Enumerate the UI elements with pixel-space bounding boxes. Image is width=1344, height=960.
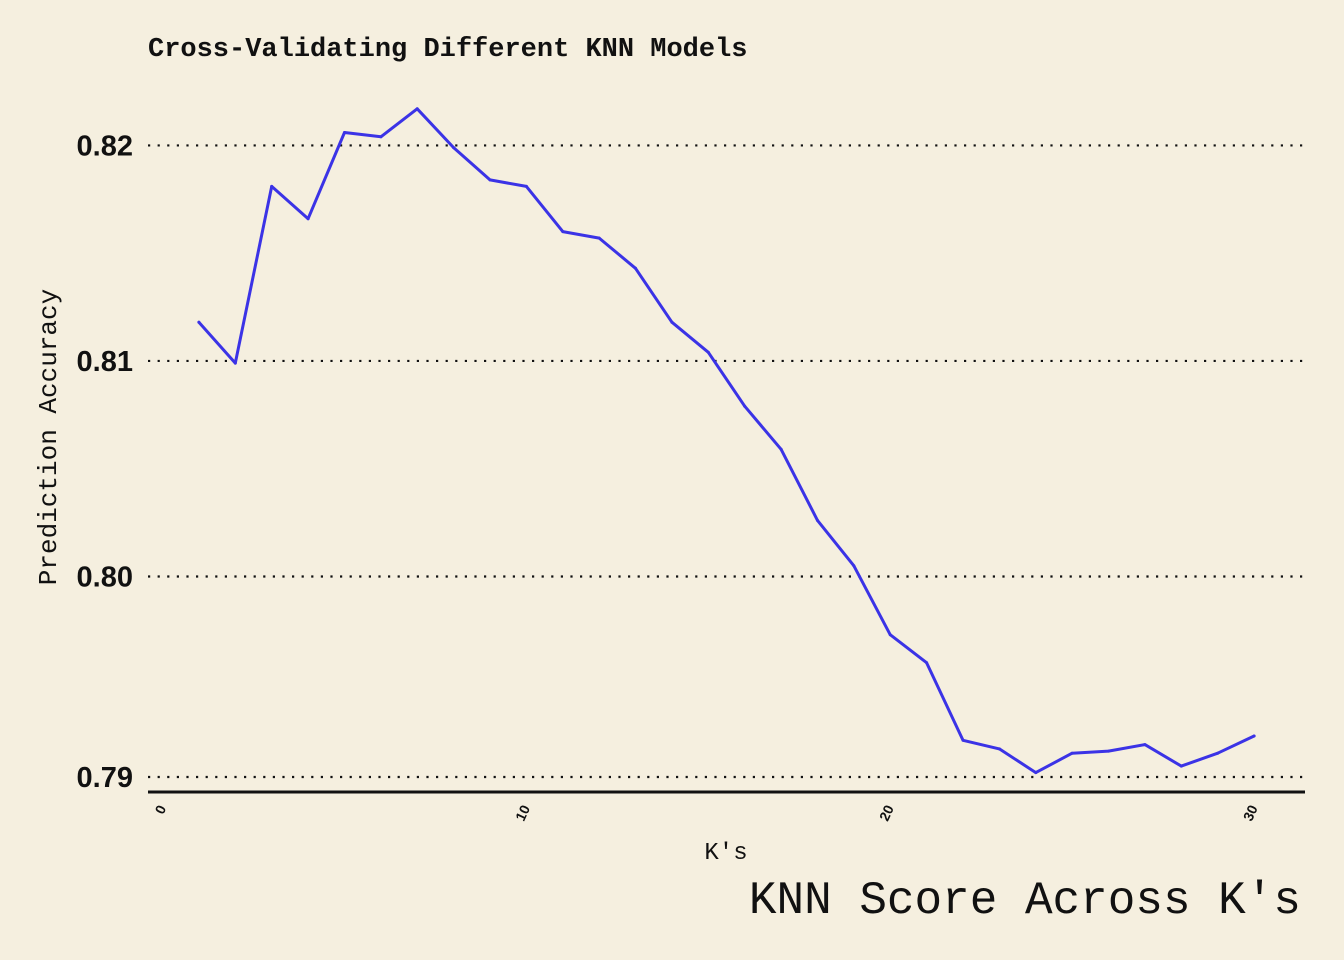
data-point-k-17 xyxy=(779,447,783,451)
data-point-k-3 xyxy=(270,184,274,188)
data-point-k-12 xyxy=(597,236,601,240)
data-point-k-18 xyxy=(816,518,819,522)
data-point-k-28 xyxy=(1179,764,1183,768)
data-point-k-4 xyxy=(306,217,310,221)
data-point-k-10 xyxy=(524,184,528,188)
data-point-k-30 xyxy=(1252,734,1256,738)
x-tick-label-20: 20 xyxy=(876,802,897,823)
data-point-k-2 xyxy=(233,361,237,365)
data-point-k-22 xyxy=(961,738,965,742)
data-point-k-25 xyxy=(1070,751,1074,755)
data-point-k-14 xyxy=(670,320,674,324)
data-point-k-16 xyxy=(743,404,747,408)
data-point-k-15 xyxy=(706,350,710,354)
data-point-k-1 xyxy=(197,320,201,324)
y-tick-label-0.81: 0.81 xyxy=(77,346,133,378)
data-point-k-9 xyxy=(488,178,492,182)
y-axis-ticks: 0.79 0.80 0.81 0.82 xyxy=(77,130,133,794)
x-tick-label-0: 0 xyxy=(151,802,169,816)
data-point-k-11 xyxy=(561,230,565,234)
series-layer xyxy=(197,107,1256,775)
data-point-k-27 xyxy=(1143,743,1147,747)
data-point-k-7 xyxy=(415,107,419,111)
chart-caption: KNN Score Across K's xyxy=(749,875,1301,927)
data-point-k-23 xyxy=(997,747,1001,751)
data-point-k-29 xyxy=(1216,751,1220,755)
gridlines xyxy=(148,144,1305,779)
data-point-k-5 xyxy=(343,131,346,134)
data-point-k-19 xyxy=(852,564,856,568)
data-point-k-21 xyxy=(925,661,929,665)
y-tick-label-0.80: 0.80 xyxy=(77,561,133,593)
x-tick-label-10: 10 xyxy=(512,802,533,823)
data-point-k-20 xyxy=(888,633,892,637)
y-tick-label-0.79: 0.79 xyxy=(77,762,133,794)
y-axis-label: Prediction Accuracy xyxy=(34,289,64,585)
data-point-k-26 xyxy=(1107,749,1110,753)
data-point-k-6 xyxy=(379,135,383,139)
y-tick-label-0.82: 0.82 xyxy=(77,130,133,162)
chart-title: Cross-Validating Different KNN Models xyxy=(148,35,748,65)
series-line-0 xyxy=(197,107,1256,775)
x-tick-label-30: 30 xyxy=(1240,802,1261,823)
x-axis-ticks: 0 10 20 30 xyxy=(151,802,1260,823)
data-point-k-8 xyxy=(452,146,456,150)
data-point-k-13 xyxy=(634,266,637,270)
x-axis-label: K's xyxy=(704,840,747,867)
data-point-k-24 xyxy=(1034,771,1038,775)
